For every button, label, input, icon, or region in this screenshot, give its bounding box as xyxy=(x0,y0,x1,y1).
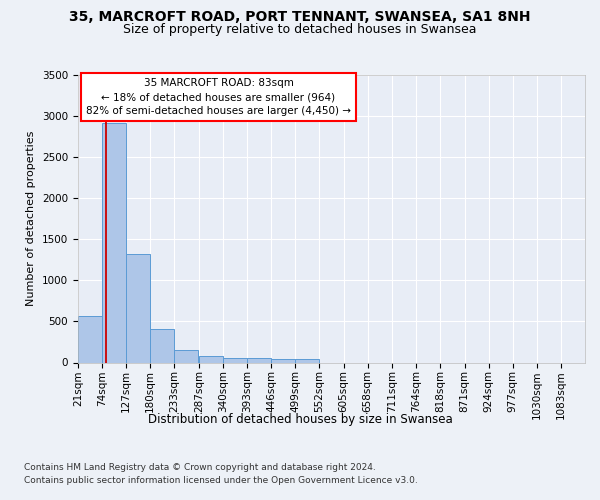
Bar xyxy=(175,350,199,362)
Text: Size of property relative to detached houses in Swansea: Size of property relative to detached ho… xyxy=(123,23,477,36)
Bar xyxy=(271,359,295,362)
Bar xyxy=(247,358,271,362)
Text: 35 MARCROFT ROAD: 83sqm
← 18% of detached houses are smaller (964)
82% of semi-d: 35 MARCROFT ROAD: 83sqm ← 18% of detache… xyxy=(86,78,351,116)
Text: Contains HM Land Registry data © Crown copyright and database right 2024.: Contains HM Land Registry data © Crown c… xyxy=(24,462,376,471)
Y-axis label: Number of detached properties: Number of detached properties xyxy=(26,131,37,306)
Bar xyxy=(78,316,102,362)
Bar xyxy=(102,122,126,362)
Text: Distribution of detached houses by size in Swansea: Distribution of detached houses by size … xyxy=(148,412,452,426)
Bar xyxy=(199,356,223,362)
Text: 35, MARCROFT ROAD, PORT TENNANT, SWANSEA, SA1 8NH: 35, MARCROFT ROAD, PORT TENNANT, SWANSEA… xyxy=(69,10,531,24)
Bar xyxy=(126,254,150,362)
Bar xyxy=(295,359,319,362)
Bar xyxy=(150,329,175,362)
Bar xyxy=(223,358,247,362)
Text: Contains public sector information licensed under the Open Government Licence v3: Contains public sector information licen… xyxy=(24,476,418,485)
